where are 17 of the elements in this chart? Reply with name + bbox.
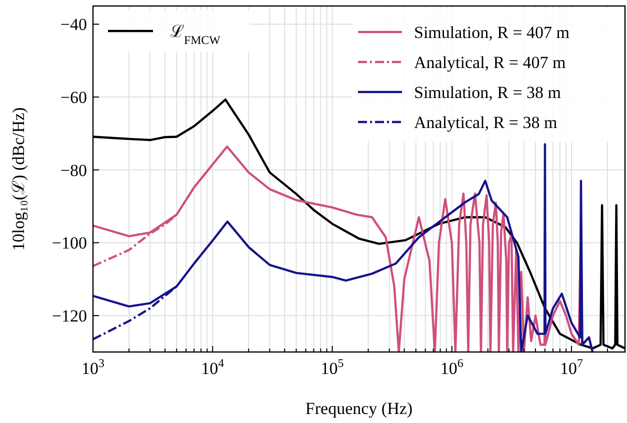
x-tick-label: 10$^{3}$ — [82, 356, 105, 378]
y-tick-label: −40 — [60, 15, 87, 34]
y-tick-label: −60 — [60, 88, 87, 108]
x-tick-label: 10$^{6}$ — [440, 356, 464, 378]
legend-label: ℒ$_{FMCW}$ — [170, 22, 222, 47]
legend-label: Simulation, R = 38 m — [414, 83, 562, 102]
y-tick-label: −80 — [60, 160, 87, 180]
y-tick-label: −100 — [52, 234, 87, 253]
x-tick-label: 10$^{7}$ — [560, 356, 584, 378]
x-axis-title: Frequency (Hz) — [305, 399, 413, 418]
y-tick-label: −120 — [52, 306, 87, 326]
legend-label: Simulation, R = 407 m — [414, 23, 570, 42]
legend-label: Analytical, R = 407 m — [414, 53, 566, 72]
y-axis-title: 10log₁₀(ℒ) (dBc/Hz) — [9, 107, 28, 251]
x-tick-label: 10$^{5}$ — [320, 356, 344, 378]
x-tick-label: 10$^{4}$ — [201, 356, 224, 378]
legend-label: Analytical, R = 38 m — [414, 113, 558, 132]
